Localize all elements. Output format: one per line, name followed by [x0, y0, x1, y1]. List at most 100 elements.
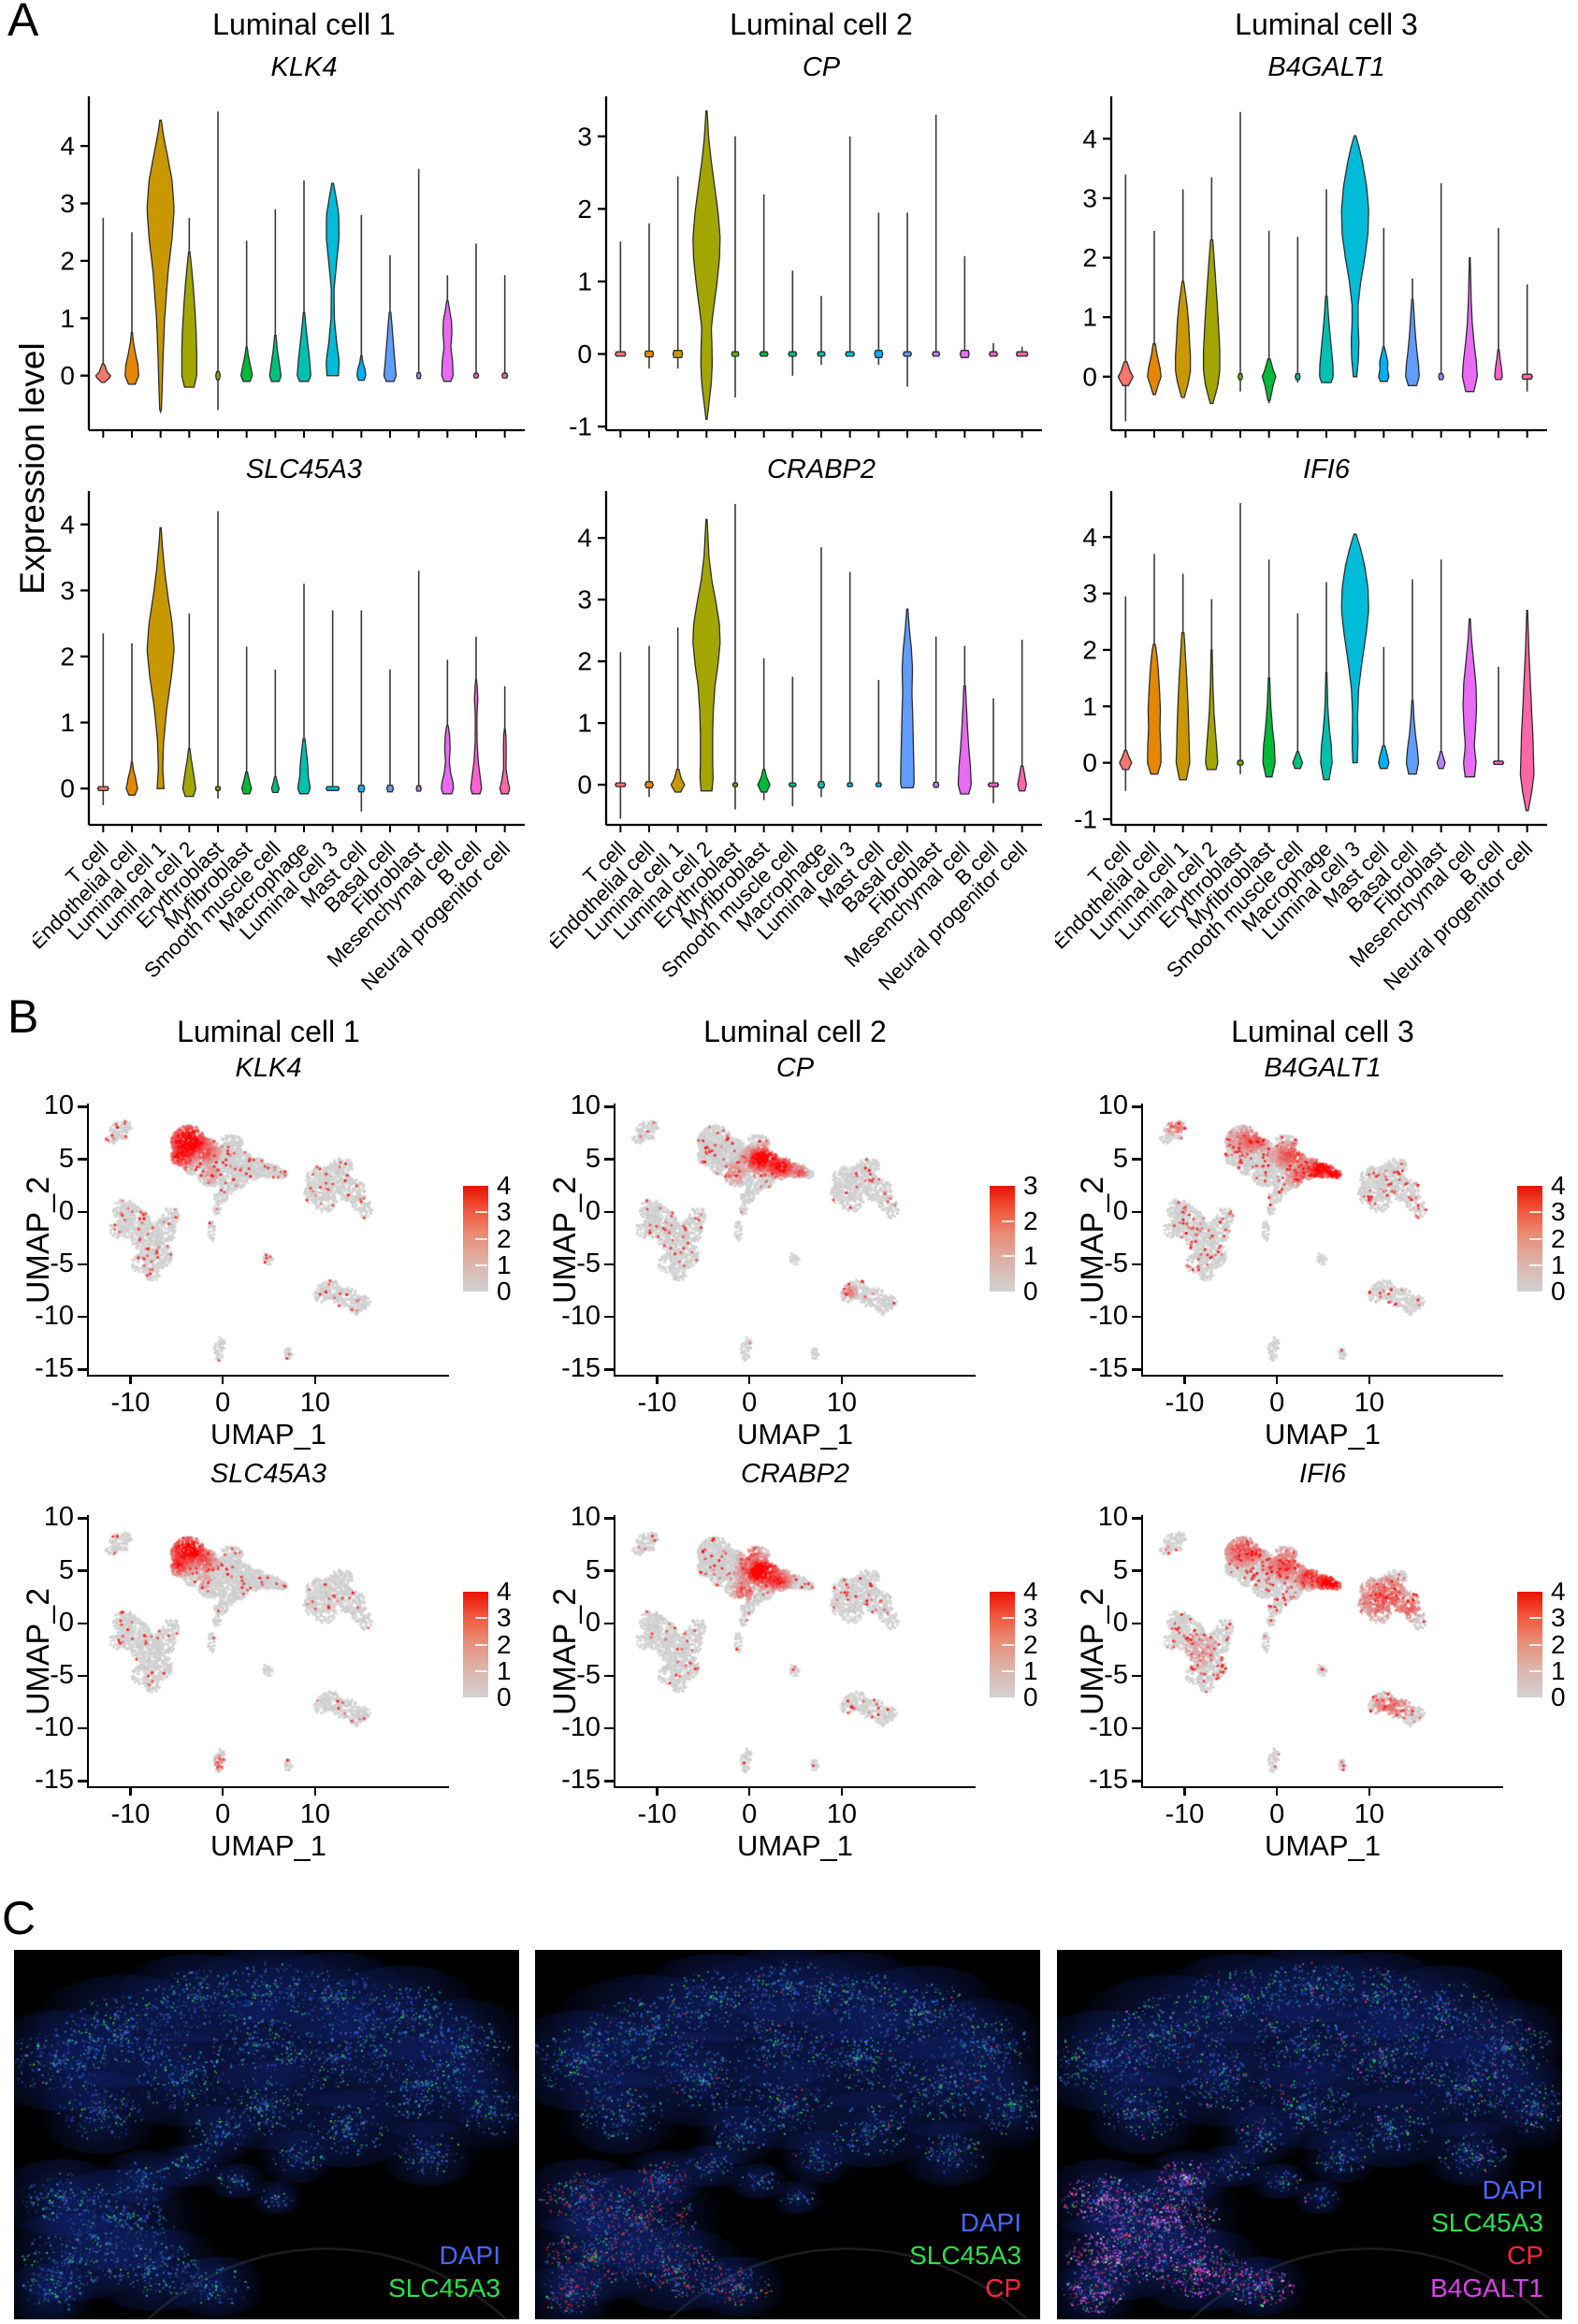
channel-label-cp: CP: [1507, 2241, 1543, 2270]
y-tick-mark: [604, 1315, 614, 1319]
x-tick-label: 10: [826, 1799, 857, 1829]
y-tick-label: -5: [1104, 1659, 1128, 1690]
y-tick-label: 10: [1097, 1502, 1128, 1533]
colorbar-notch: [1002, 1617, 1014, 1620]
x-tick-label: 0: [742, 1388, 758, 1418]
umap-plotbox-ifi6: [1140, 1515, 1503, 1788]
colorbar-notch: [1529, 1263, 1542, 1266]
umap-gene-title-crabp2: CRABP2: [740, 1459, 850, 1489]
x-tick-mark: [747, 1786, 751, 1796]
umap-points-b4galt1: [1142, 1104, 1503, 1375]
umap-gene-title-b4galt1: B4GALT1: [1264, 1053, 1382, 1083]
y-tick-mark: [78, 1726, 87, 1730]
svg-text:3: 3: [60, 189, 75, 218]
colorbar-tick-label: 3: [1551, 1197, 1566, 1227]
x-tick-mark: [840, 1375, 844, 1384]
umap-gene-title-slc45a3: SLC45A3: [210, 1459, 327, 1489]
y-tick-mark: [1132, 1517, 1141, 1520]
x-tick-mark: [747, 1375, 751, 1384]
colorbar-tick-label: 0: [497, 1682, 512, 1711]
x-tick-mark: [656, 1375, 659, 1384]
colorbar-notch: [1002, 1220, 1014, 1222]
y-tick-mark: [1132, 1210, 1141, 1214]
y-tick-mark: [604, 1517, 614, 1520]
channel-label-slc45a3: SLC45A3: [388, 2273, 500, 2302]
channel-label-cp: CP: [985, 2273, 1021, 2302]
x-tick-label: 10: [1354, 1799, 1384, 1829]
umap2-axis-label: UMAP_2: [21, 1176, 56, 1305]
umap-gene-title-ifi6: IFI6: [1299, 1459, 1346, 1489]
y-tick-label: -5: [576, 1248, 601, 1278]
y-tick-mark: [604, 1105, 614, 1108]
y-tick-mark: [604, 1263, 614, 1266]
colorbar-tick-label: 1: [1551, 1655, 1566, 1685]
colorbar-tick-label: 1: [1023, 1655, 1038, 1685]
y-tick-label: 10: [570, 1502, 601, 1533]
colorbar-notch: [475, 1237, 487, 1240]
y-tick-mark: [1132, 1674, 1141, 1678]
channel-label-b4galt1: B4GALT1: [1430, 2273, 1543, 2302]
x-tick-mark: [221, 1786, 224, 1796]
colorbar-tick-label: 2: [497, 1223, 512, 1253]
y-tick-label: -10: [1089, 1301, 1128, 1332]
y-tick-label: -10: [561, 1301, 601, 1332]
y-tick-label: -15: [1089, 1353, 1128, 1384]
colorbar-tick-label: 4: [1551, 1171, 1566, 1200]
umap-points-klk4: [88, 1104, 449, 1375]
x-tick-label: 10: [299, 1799, 330, 1829]
y-tick-label: 0: [58, 1607, 74, 1638]
colorbar-notch: [1002, 1669, 1014, 1672]
svg-text:0: 0: [577, 339, 592, 368]
svg-text:2: 2: [577, 647, 592, 676]
umap2-axis-label: UMAP_2: [547, 1176, 583, 1305]
svg-text:0: 0: [60, 774, 75, 803]
x-tick-label: -10: [110, 1388, 151, 1418]
umap-column-title-luminal-cell-2: Luminal cell 2: [703, 1015, 887, 1048]
x-tick-label: 0: [215, 1799, 231, 1829]
y-tick-label: -10: [35, 1712, 74, 1743]
svg-text:1: 1: [1082, 692, 1097, 721]
x-tick-mark: [129, 1786, 132, 1796]
svg-text:-1: -1: [1074, 804, 1097, 833]
y-tick-label: -15: [561, 1765, 601, 1796]
gene-title-ifi6: IFI6: [1303, 455, 1350, 484]
y-tick-label: -15: [35, 1353, 74, 1384]
column-title-luminal-cell-3: Luminal cell 3: [1235, 7, 1418, 41]
y-tick-mark: [604, 1780, 614, 1783]
x-tick-mark: [129, 1375, 132, 1384]
gene-title-cp: CP: [802, 52, 841, 82]
umap1-axis-label: UMAP_1: [1264, 1829, 1382, 1862]
umap-points-slc45a3: [88, 1515, 449, 1786]
y-tick-mark: [78, 1158, 87, 1161]
y-tick-label: -10: [35, 1301, 74, 1332]
svg-text:4: 4: [60, 510, 75, 539]
x-tick-mark: [313, 1375, 317, 1384]
y-tick-mark: [604, 1622, 614, 1625]
umap-points-crabp2: [615, 1515, 976, 1786]
umap2-axis-label: UMAP_2: [1075, 1587, 1110, 1716]
colorbar-tick-label: 0: [1551, 1682, 1566, 1711]
y-tick-mark: [1132, 1263, 1141, 1266]
x-tick-mark: [1275, 1786, 1279, 1796]
ihc-image-dapi-slc45a3: [14, 1950, 519, 2319]
y-tick-mark: [604, 1158, 614, 1161]
y-tick-label: 0: [1112, 1195, 1128, 1226]
x-tick-label: 0: [742, 1799, 758, 1829]
umap-plotbox-b4galt1: [1140, 1104, 1503, 1377]
x-tick-mark: [1183, 1375, 1186, 1384]
gene-title-crabp2: CRABP2: [766, 455, 876, 484]
x-tick-mark: [1275, 1375, 1279, 1384]
x-tick-label: -10: [1165, 1388, 1205, 1418]
colorbar-notch: [1529, 1211, 1542, 1214]
svg-text:1: 1: [60, 708, 75, 737]
colorbar-notch: [475, 1669, 487, 1672]
y-tick-mark: [604, 1674, 614, 1678]
umap1-axis-label: UMAP_1: [210, 1418, 327, 1451]
colorbar-tick-label: 4: [1551, 1577, 1566, 1606]
svg-text:2: 2: [1082, 243, 1097, 272]
panel-b-label: B: [7, 990, 39, 1043]
colorbar-tick-label: 2: [1551, 1223, 1566, 1253]
y-tick-label: 0: [1112, 1607, 1128, 1638]
y-tick-mark: [1132, 1780, 1141, 1783]
